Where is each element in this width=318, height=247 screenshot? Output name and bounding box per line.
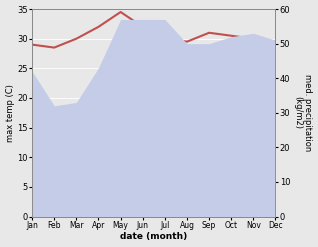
Y-axis label: max temp (C): max temp (C) <box>5 84 15 142</box>
Y-axis label: med. precipitation
(kg/m2): med. precipitation (kg/m2) <box>293 74 313 151</box>
X-axis label: date (month): date (month) <box>120 232 187 242</box>
